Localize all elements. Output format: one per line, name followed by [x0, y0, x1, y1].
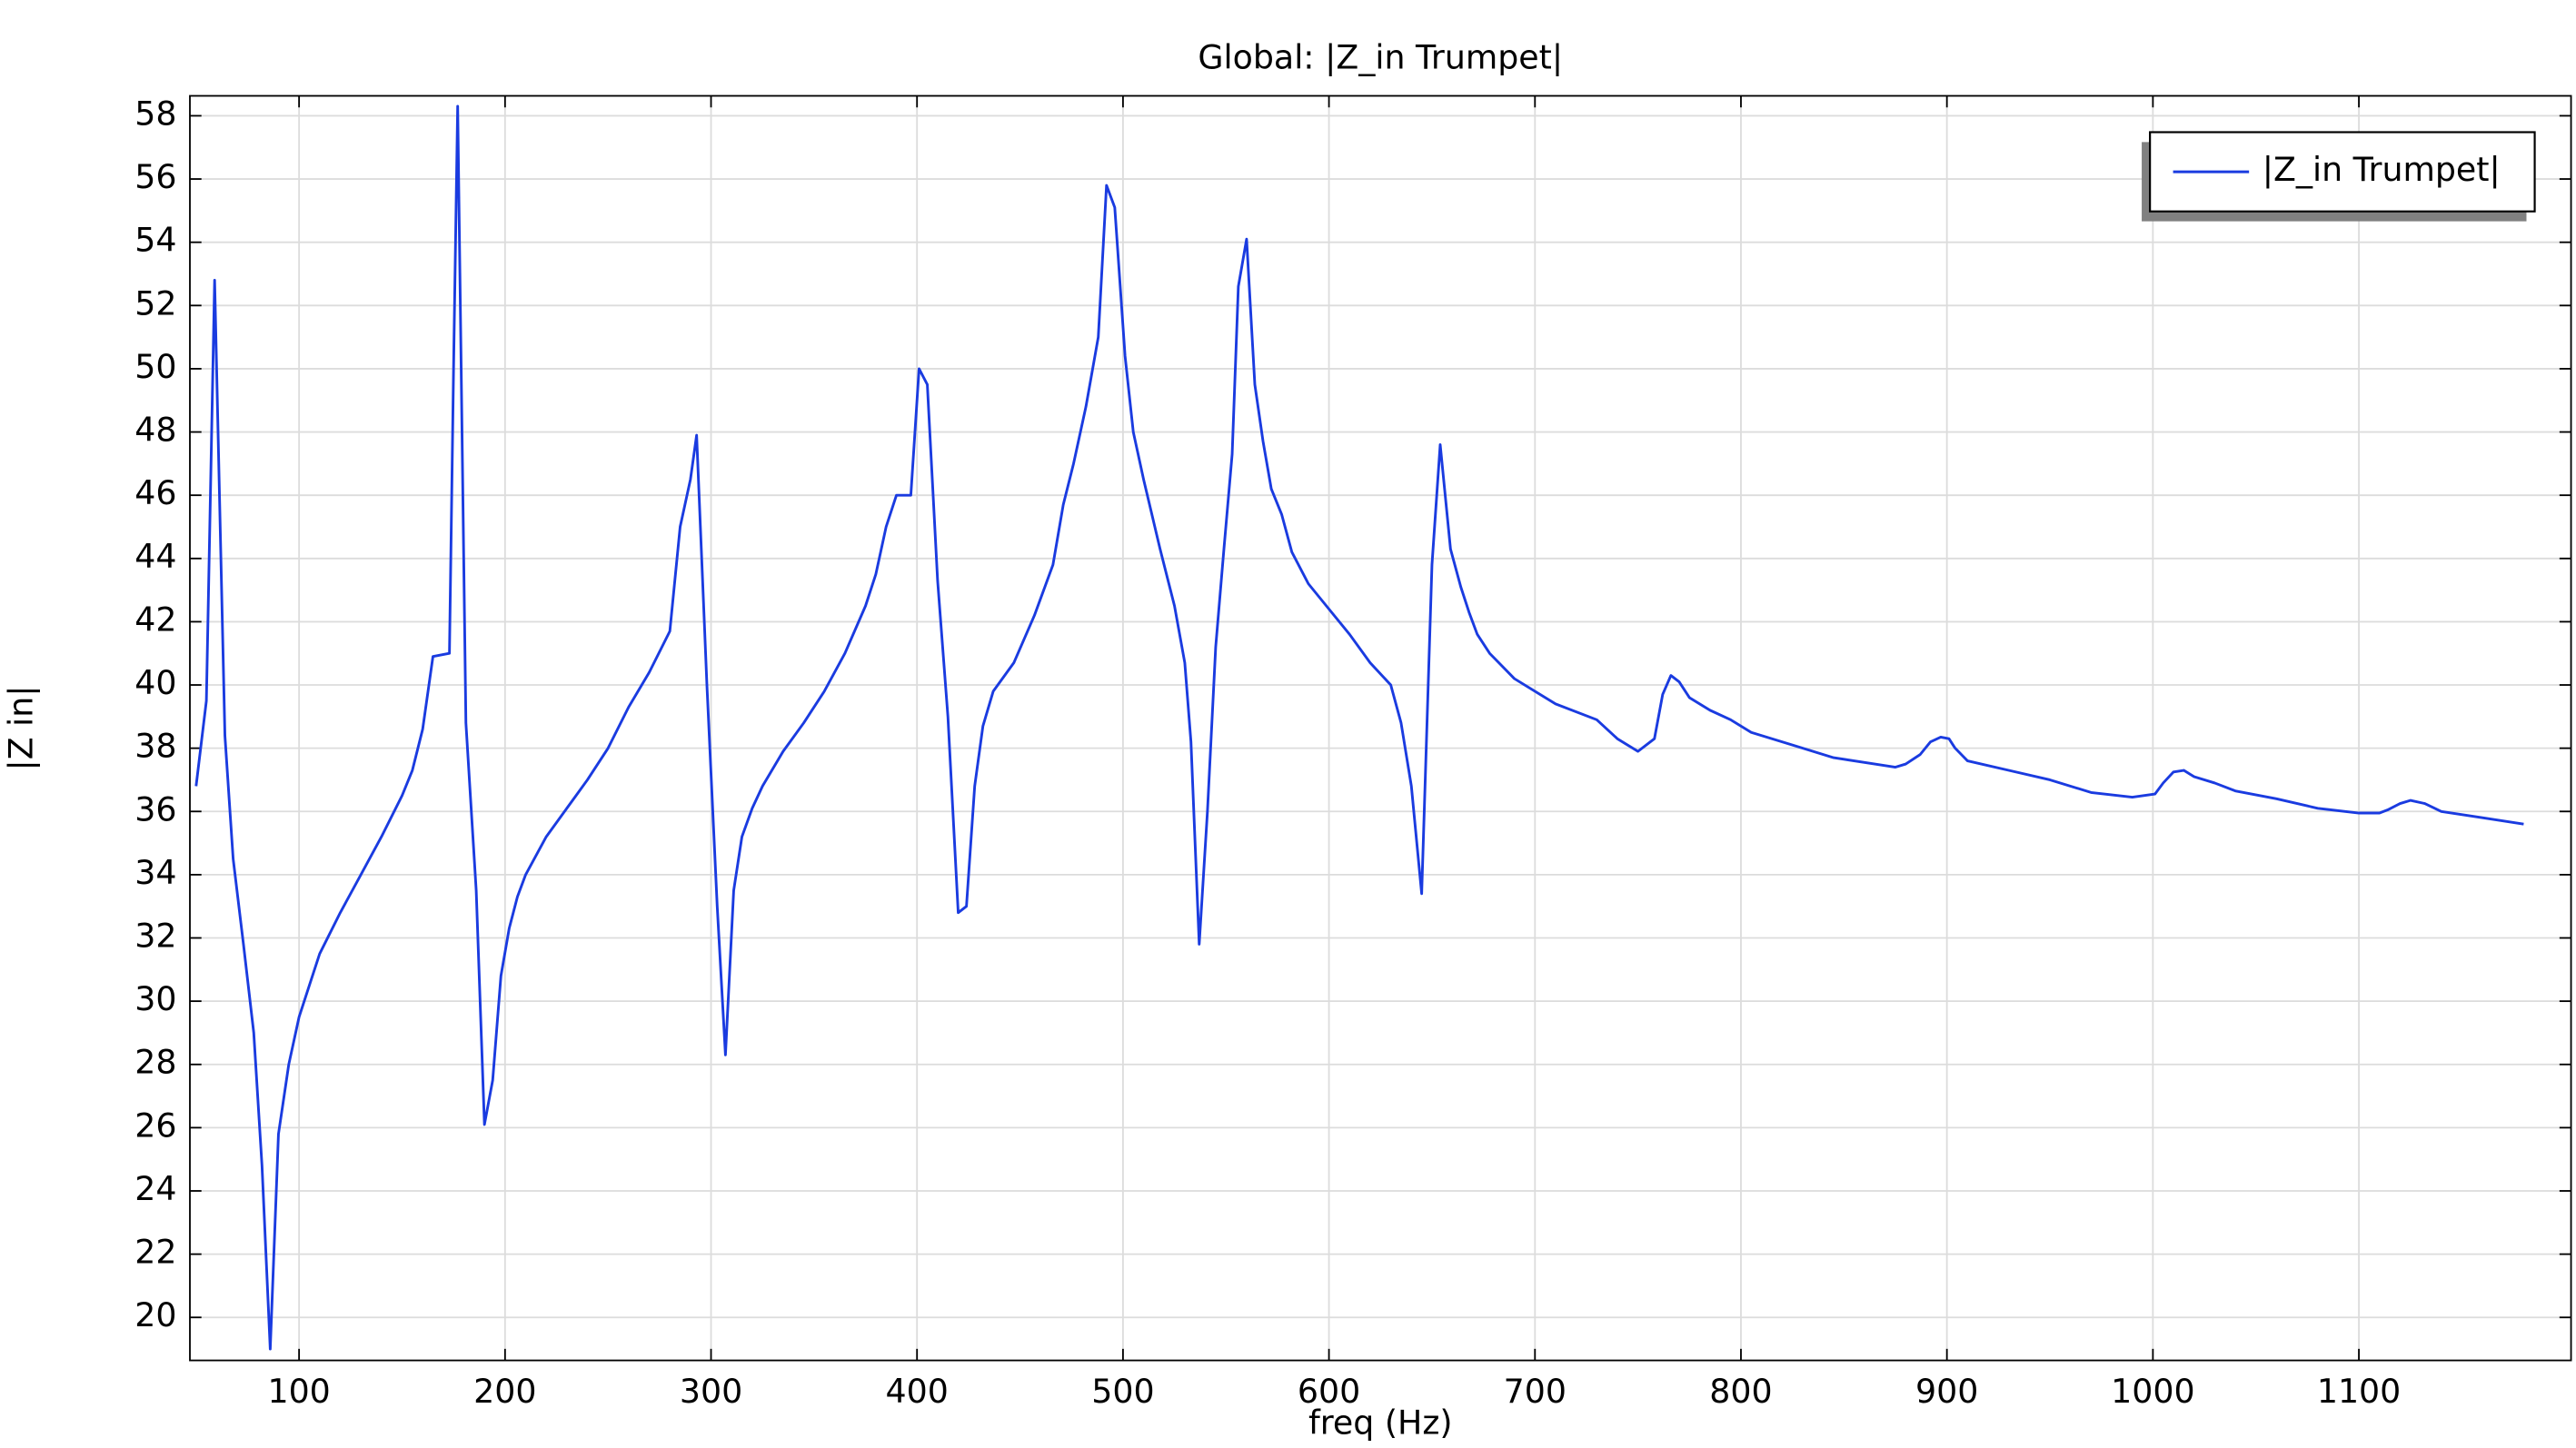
- x-tick-label: 900: [1915, 1372, 1978, 1411]
- plot-frame: [189, 94, 2572, 1362]
- y-tick-label: 58: [134, 94, 176, 133]
- y-axis-label: |Z in|: [1, 686, 40, 771]
- chart-title: Global: |Z_in Trumpet|: [1198, 38, 1563, 77]
- x-tick-label: 800: [1709, 1372, 1772, 1411]
- y-tick-label: 36: [134, 789, 176, 828]
- y-tick-label: 44: [134, 537, 176, 576]
- data-line: [194, 104, 2524, 1351]
- y-tick-label: 52: [134, 283, 176, 322]
- x-tick-label: 600: [1298, 1372, 1360, 1411]
- y-tick-label: 32: [134, 917, 176, 956]
- y-tick-label: 40: [134, 663, 176, 702]
- x-tick-label: 1000: [2111, 1372, 2194, 1411]
- legend-label: |Z_in Trumpet|: [2263, 150, 2501, 189]
- x-tick-label: 300: [680, 1372, 742, 1411]
- x-tick-label: 200: [473, 1372, 536, 1411]
- y-tick-label: 48: [134, 411, 176, 450]
- y-tick-label: 26: [134, 1106, 176, 1145]
- y-tick-label: 46: [134, 473, 176, 512]
- y-tick-label: 54: [134, 221, 176, 260]
- y-tick-label: 22: [134, 1233, 176, 1272]
- x-tick-label: 100: [267, 1372, 330, 1411]
- y-tick-label: 34: [134, 853, 176, 892]
- x-tick-label: 400: [886, 1372, 949, 1411]
- x-tick-label: 1100: [2317, 1372, 2401, 1411]
- y-tick-label: 24: [134, 1169, 176, 1208]
- x-tick-label: 500: [1091, 1372, 1154, 1411]
- y-tick-label: 50: [134, 347, 176, 386]
- y-tick-label: 28: [134, 1043, 176, 1082]
- y-tick-label: 42: [134, 600, 176, 639]
- y-tick-label: 30: [134, 979, 176, 1018]
- y-tick-label: 38: [134, 727, 176, 766]
- y-tick-label: 20: [134, 1295, 176, 1334]
- y-tick-label: 56: [134, 157, 176, 196]
- x-axis-label: freq (Hz): [1308, 1403, 1453, 1442]
- x-tick-label: 700: [1504, 1372, 1566, 1411]
